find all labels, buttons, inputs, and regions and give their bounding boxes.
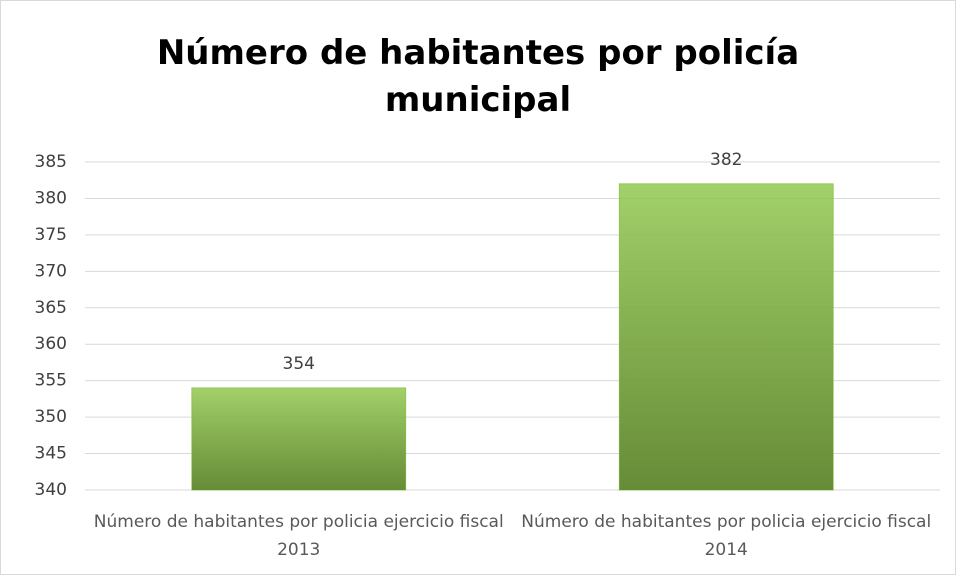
bar [618, 183, 834, 491]
chart-title: Número de habitantes por policía municip… [156, 33, 800, 120]
data-label: 354 [283, 354, 315, 374]
data-label: 382 [710, 150, 742, 170]
y-tick-label: 365 [35, 298, 67, 318]
y-tick-label: 355 [35, 371, 67, 391]
y-tick-label: 370 [35, 261, 67, 281]
bar [191, 387, 407, 491]
x-tick-label: Número de habitantes por policia ejercic… [521, 512, 932, 560]
y-tick-label: 385 [35, 152, 67, 172]
y-tick-label: 380 [35, 188, 67, 208]
y-tick-label: 345 [35, 444, 67, 464]
y-tick-label: 340 [35, 480, 67, 500]
y-tick-label: 360 [35, 334, 67, 354]
y-tick-label: 375 [35, 225, 67, 245]
x-tick-label: Número de habitantes por policia ejercic… [93, 512, 504, 560]
y-tick-label: 350 [35, 407, 67, 427]
